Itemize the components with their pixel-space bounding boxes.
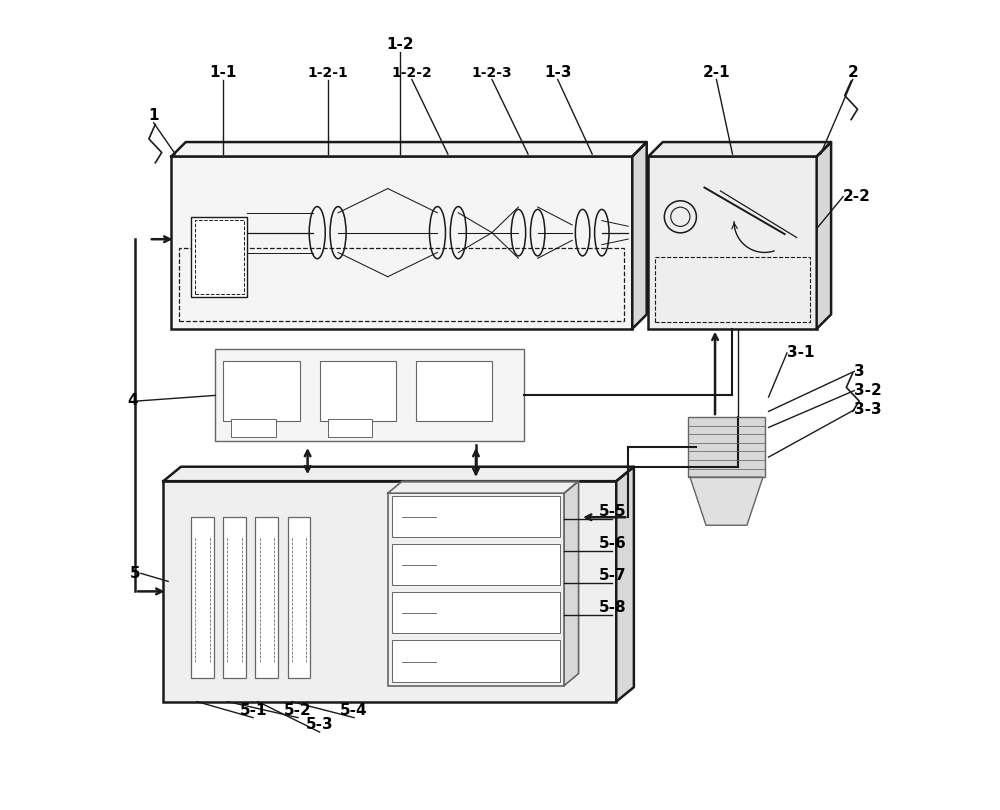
Text: 5-8: 5-8 <box>598 600 626 615</box>
Bar <box>416 361 492 421</box>
Polygon shape <box>163 467 634 481</box>
Text: 5-4: 5-4 <box>340 702 368 718</box>
Bar <box>288 518 310 678</box>
Text: 1-2-2: 1-2-2 <box>391 66 432 79</box>
Bar <box>648 156 817 329</box>
Text: 3: 3 <box>854 364 865 379</box>
Bar <box>392 544 560 586</box>
Text: 5-2: 5-2 <box>284 702 312 718</box>
Bar <box>191 518 214 678</box>
Polygon shape <box>171 142 647 156</box>
Text: 2: 2 <box>847 65 858 79</box>
Bar <box>223 518 246 678</box>
Text: 1-3: 1-3 <box>544 65 571 79</box>
Polygon shape <box>388 481 579 493</box>
Polygon shape <box>632 142 647 329</box>
Text: 5-6: 5-6 <box>598 536 626 551</box>
Bar <box>388 493 564 685</box>
Text: 5-7: 5-7 <box>598 568 626 583</box>
Text: 1-2-3: 1-2-3 <box>472 66 512 79</box>
Bar <box>392 496 560 537</box>
Polygon shape <box>616 467 634 701</box>
Text: 5-3: 5-3 <box>306 717 333 732</box>
Bar <box>255 518 278 678</box>
Bar <box>655 257 810 322</box>
Text: 5-1: 5-1 <box>239 702 267 718</box>
Bar <box>215 349 524 441</box>
Bar <box>231 420 276 437</box>
Bar <box>179 249 624 321</box>
Bar <box>328 420 372 437</box>
Text: 2-1: 2-1 <box>703 65 730 79</box>
Text: 1: 1 <box>148 108 159 123</box>
Text: 4: 4 <box>127 394 138 408</box>
Text: 1-1: 1-1 <box>210 65 237 79</box>
Bar <box>392 592 560 633</box>
Polygon shape <box>690 477 763 525</box>
Polygon shape <box>648 142 831 156</box>
Bar <box>223 361 300 421</box>
Text: 1-2: 1-2 <box>386 37 414 53</box>
Bar <box>163 481 616 701</box>
Text: 2-2: 2-2 <box>843 189 871 204</box>
Bar <box>320 361 396 421</box>
Text: 1-2-1: 1-2-1 <box>307 66 348 79</box>
Bar <box>171 156 632 329</box>
Text: 3-3: 3-3 <box>854 403 882 417</box>
Bar <box>195 220 244 293</box>
Bar <box>392 640 560 681</box>
Polygon shape <box>564 481 579 685</box>
Text: 3-2: 3-2 <box>854 383 882 398</box>
Bar <box>191 216 247 296</box>
Text: 3-1: 3-1 <box>787 345 814 360</box>
Bar <box>688 417 765 477</box>
Text: 5: 5 <box>130 566 141 581</box>
Text: 5-5: 5-5 <box>598 504 626 519</box>
Polygon shape <box>817 142 831 329</box>
